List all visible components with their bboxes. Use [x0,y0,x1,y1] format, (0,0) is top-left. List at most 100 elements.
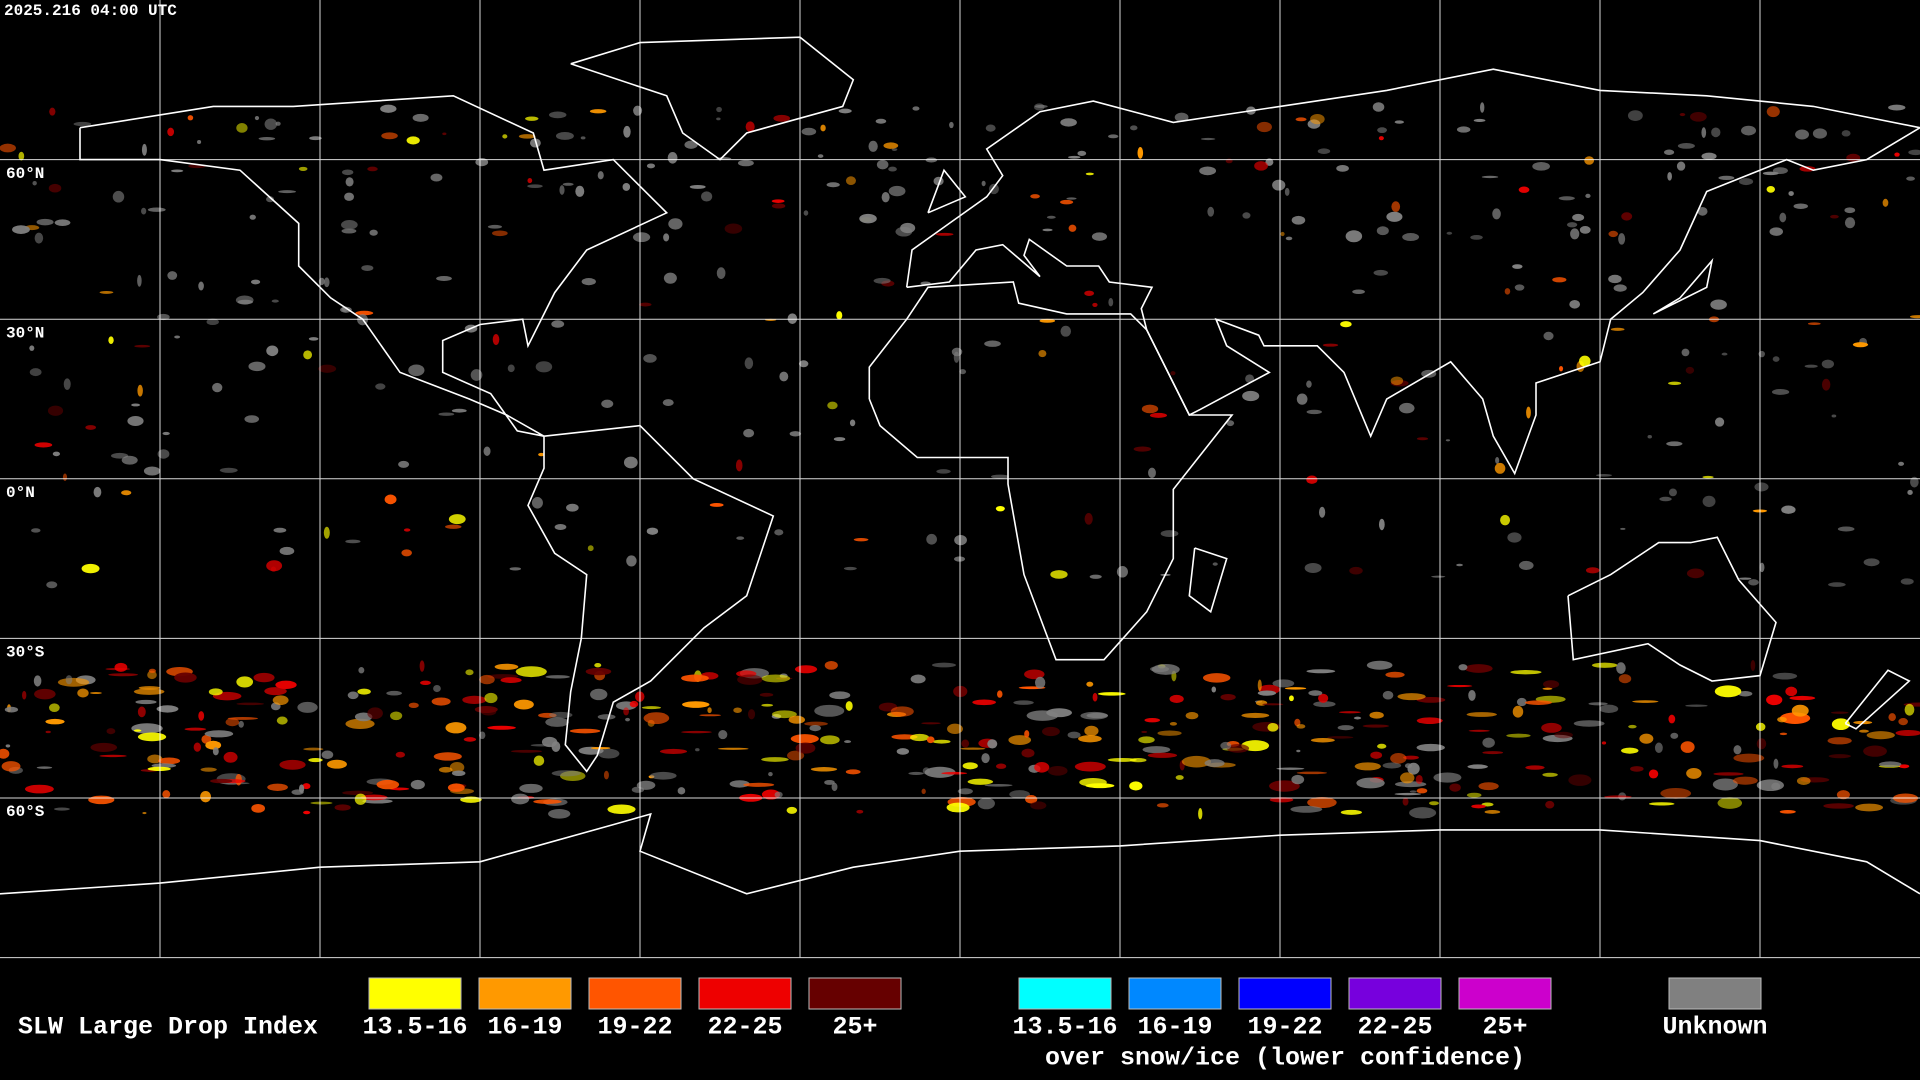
cloud-speck [408,702,419,709]
cloud-speck [1785,686,1798,697]
cloud-speck [538,452,545,457]
cloud-speck [1382,690,1394,700]
cloud-speck [1542,687,1553,690]
cloud-speck [250,279,261,285]
cloud-speck [531,497,543,509]
cloud-speck [1532,161,1550,171]
cloud-speck [487,725,516,730]
cloud-speck [817,154,824,158]
cloud-speck [33,675,42,687]
cloud-speck [949,121,954,129]
cloud-speck [1169,694,1184,703]
cloud-speck [1141,404,1159,414]
cloud-speck [462,695,487,704]
cloud-speck [1766,186,1776,193]
cloud-speck [1484,810,1501,814]
cloud-speck [1569,299,1581,309]
cloud-speck [1697,206,1708,216]
cloud-speck [1573,720,1605,727]
cloud-speck [1175,775,1184,780]
cloud-speck [984,340,1001,347]
cloud-speck [88,795,115,805]
cloud-speck [5,744,11,748]
cloud-speck [1541,722,1562,733]
cloud-speck [1482,737,1495,748]
cloud-speck [147,670,157,680]
cloud-speck [1844,207,1856,214]
cloud-speck [134,344,151,348]
cloud-speck [1284,687,1307,690]
cloud-speck [131,403,141,407]
cloud-speck [981,180,986,187]
cloud-speck [1144,717,1161,723]
cloud-speck [99,754,127,758]
cloud-speck [636,780,656,790]
cloud-speck [681,674,709,682]
cloud-speck [193,742,202,752]
cloud-speck [1510,670,1542,675]
cloud-speck [1310,737,1335,743]
cloud-speck [737,674,763,685]
cloud-speck [1618,233,1626,245]
cloud-speck [735,459,743,472]
latitude-label: 60°S [6,803,45,821]
cloud-speck [206,318,219,326]
cloud-speck [1789,695,1816,701]
cloud-speck [1097,692,1126,696]
cloud-speck [1543,331,1554,341]
cloud-speck [1416,696,1446,703]
cloud-speck [1670,732,1679,739]
cloud-speck [1046,215,1056,219]
cloud-speck [1394,792,1422,796]
coastline [1567,536,1777,682]
coastline [570,36,855,161]
cloud-speck [479,674,495,685]
cloud-speck [1084,725,1099,737]
cloud-speck [22,690,27,700]
cloud-speck [367,707,383,720]
cloud-speck [212,747,219,756]
cloud-speck [820,735,840,745]
cloud-speck [264,687,287,696]
coastline [1652,257,1714,315]
cloud-speck [1910,315,1920,319]
legend-swatch [1458,977,1552,1010]
cloud-speck [436,275,452,282]
cloud-speck [1660,788,1692,799]
cloud-speck [355,310,374,316]
cloud-speck [1526,406,1531,419]
latitude-label: 30°N [6,324,44,342]
cloud-speck [1148,467,1156,479]
cloud-speck [1812,128,1828,139]
cloud-speck [795,742,816,754]
cloud-speck [629,700,639,708]
cloud-speck [142,812,147,815]
cloud-speck [1108,297,1114,307]
cloud-speck [1295,117,1307,122]
cloud-speck [1516,697,1527,707]
cloud-speck [46,581,58,589]
cloud-speck [794,665,818,674]
cloud-speck [1385,671,1405,678]
cloud-speck [717,747,749,750]
cloud-speck [1226,420,1235,427]
cloud-speck [1898,461,1905,466]
cloud-speck [1514,284,1525,291]
legend-swatch [1238,977,1332,1010]
cloud-speck [957,788,973,795]
cloud-speck [1710,299,1727,310]
cloud-speck [380,104,397,113]
cloud-speck [0,143,16,153]
cloud-speck [34,232,44,244]
legend: SLW Large Drop Index 13.5-16 16-19 19-22 22-… [18,977,1768,1073]
cloud-speck [1429,801,1439,806]
cloud-speck [786,806,798,814]
cloud-speck [1584,156,1595,165]
cloud-speck [798,360,809,368]
cloud-speck [1038,350,1047,358]
cloud-speck [1721,352,1728,356]
cloud-speck [1084,512,1093,525]
cloud-speck [442,132,447,136]
cloud-speck [1272,179,1286,191]
legend-swatch [808,977,902,1010]
